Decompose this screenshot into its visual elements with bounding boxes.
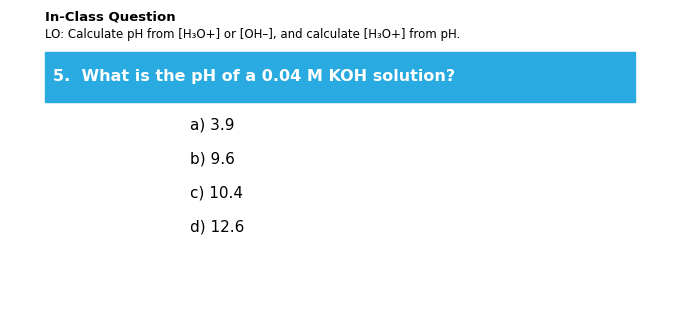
Text: d) 12.6: d) 12.6 xyxy=(190,220,244,235)
Text: 5.  What is the pH of a 0.04 M KOH solution?: 5. What is the pH of a 0.04 M KOH soluti… xyxy=(53,70,455,84)
Text: LO: Calculate pH from [H₃O+] or [OH–], and calculate [H₃O+] from pH.: LO: Calculate pH from [H₃O+] or [OH–], a… xyxy=(45,28,460,41)
Text: a) 3.9: a) 3.9 xyxy=(190,118,235,133)
Text: In-Class Question: In-Class Question xyxy=(45,10,176,23)
Text: b) 9.6: b) 9.6 xyxy=(190,152,235,167)
FancyBboxPatch shape xyxy=(45,52,635,102)
Text: c) 10.4: c) 10.4 xyxy=(190,186,243,201)
